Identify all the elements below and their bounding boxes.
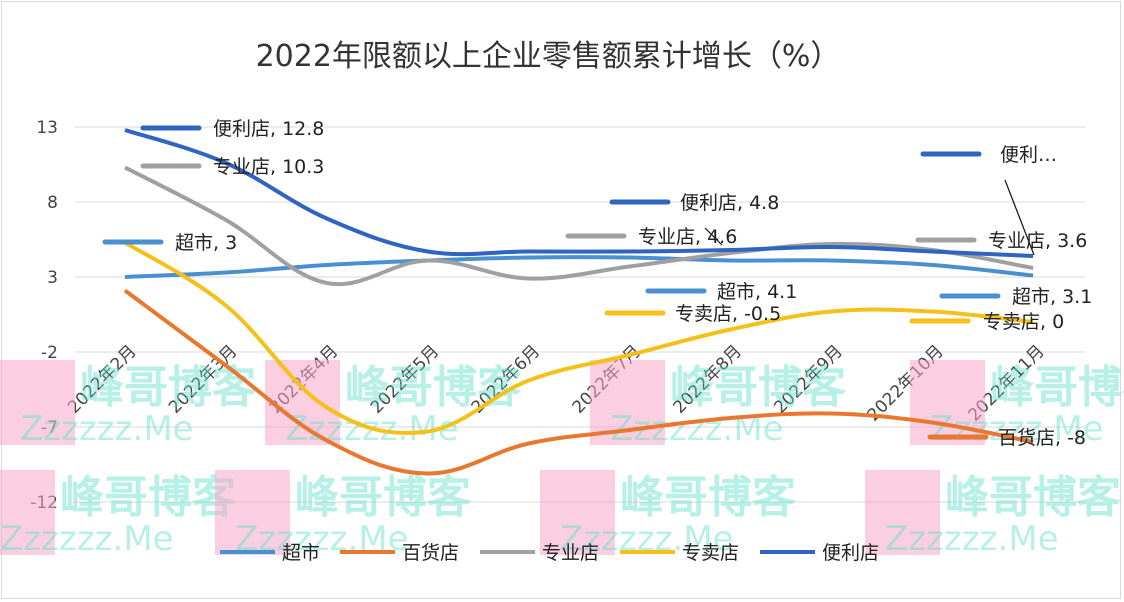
- y-tick-label: 13: [36, 118, 58, 138]
- data-label: 专卖店, 0: [983, 311, 1064, 333]
- watermark-text: 峰哥博客: [990, 362, 1124, 413]
- watermark-text: 峰哥博客: [670, 362, 846, 413]
- y-tick-label: -2: [41, 343, 58, 363]
- data-label: 便利店, 12.8: [213, 118, 324, 140]
- legend-label: 专业店: [542, 542, 599, 564]
- watermark-sub: Zzzzzz.Me: [0, 519, 174, 559]
- data-label: 超市, 3.1: [1012, 286, 1092, 308]
- data-label: 专业店, 3.6: [988, 230, 1087, 252]
- series-line-便利店: [124, 128, 1034, 258]
- series-line-百货店: [123, 288, 1034, 476]
- y-tick-label: 8: [47, 193, 58, 213]
- legend-label: 超市: [282, 542, 320, 564]
- watermark-sub: Zzzzzz.Me: [20, 409, 194, 449]
- data-label: 超市, 4.1: [717, 281, 797, 303]
- legend-label: 便利店: [822, 542, 879, 564]
- y-tick-label: 3: [47, 268, 58, 288]
- watermark-logo: [215, 470, 290, 555]
- chart-title: 2022年限额以上企业零售额累计增长（%）: [256, 39, 841, 74]
- watermark-logo: [265, 360, 340, 445]
- watermark-sub: Zzzzzz.Me: [885, 519, 1059, 559]
- watermark-text: 峰哥博客: [295, 472, 471, 523]
- watermark-text: 峰哥博客: [945, 472, 1121, 523]
- watermark-logo: [540, 470, 615, 555]
- data-label: 便利…: [1000, 144, 1057, 166]
- watermark-logo: [0, 360, 75, 445]
- data-label: 百货店, -8: [998, 427, 1086, 449]
- legend-label: 百货店: [402, 542, 459, 564]
- watermark-logo: [0, 470, 55, 555]
- watermark-logo: [865, 470, 940, 555]
- watermark-text: 峰哥博客: [60, 472, 236, 523]
- leader-line: [704, 227, 723, 246]
- watermark-sub: Zzzzzz.Me: [930, 409, 1104, 449]
- series-line-专卖店: [123, 240, 1034, 436]
- data-label: 专业店, 4.6: [638, 226, 737, 248]
- watermark-text: 峰哥博客: [80, 362, 256, 413]
- data-label: 专卖店, -0.5: [675, 303, 781, 325]
- data-label: 便利店, 4.8: [680, 192, 779, 214]
- leader-line: [1004, 179, 1035, 256]
- watermark-text: 峰哥博客: [620, 472, 796, 523]
- series-line-专业店: [124, 165, 1034, 287]
- legend-label: 专卖店: [682, 542, 739, 564]
- watermark-text: 峰哥博客: [345, 362, 521, 413]
- data-label: 专业店, 10.3: [213, 156, 324, 178]
- data-label: 超市, 3: [175, 232, 237, 254]
- series-line-超市: [124, 255, 1034, 279]
